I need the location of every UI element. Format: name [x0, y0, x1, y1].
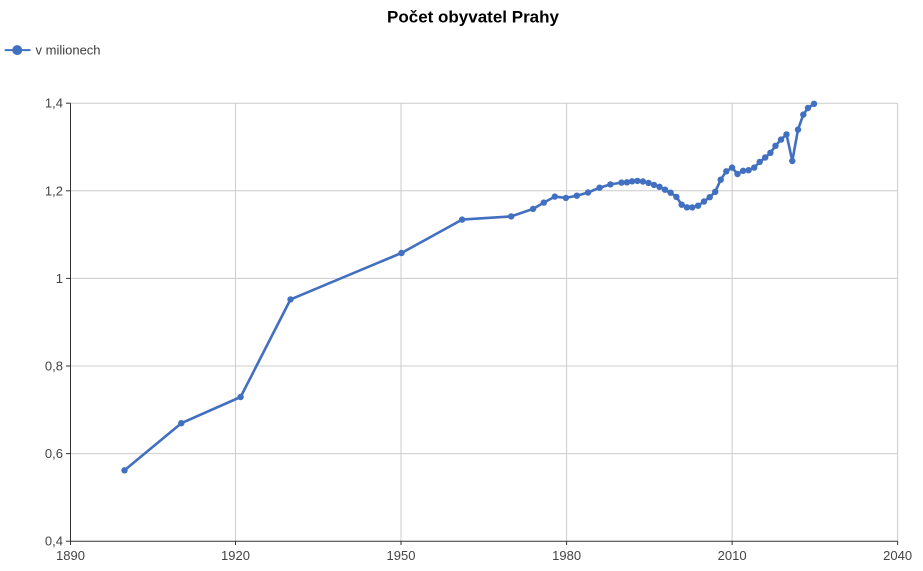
svg-text:Počet obyvatel Prahy: Počet obyvatel Prahy	[387, 8, 560, 27]
svg-text:0,6: 0,6	[45, 446, 63, 461]
svg-text:1980: 1980	[552, 548, 581, 563]
svg-text:1,2: 1,2	[45, 183, 63, 198]
svg-text:0,8: 0,8	[45, 359, 63, 374]
svg-text:v milionech: v milionech	[36, 42, 101, 57]
svg-text:1: 1	[56, 271, 63, 286]
svg-text:1950: 1950	[387, 548, 416, 563]
svg-text:1,4: 1,4	[45, 96, 63, 111]
svg-text:1890: 1890	[56, 548, 85, 563]
svg-text:2040: 2040	[883, 548, 912, 563]
svg-text:2010: 2010	[718, 548, 747, 563]
svg-text:0,4: 0,4	[45, 534, 63, 549]
svg-text:1920: 1920	[221, 548, 250, 563]
